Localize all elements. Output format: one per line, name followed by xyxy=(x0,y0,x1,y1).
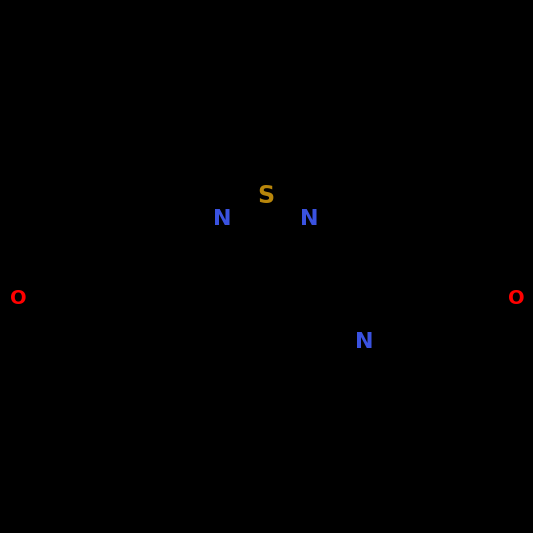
Text: N: N xyxy=(300,209,318,229)
Text: N: N xyxy=(213,209,231,229)
Text: O: O xyxy=(508,288,524,308)
Text: O: O xyxy=(10,288,26,308)
Text: S: S xyxy=(257,184,274,208)
Text: N: N xyxy=(356,332,374,352)
